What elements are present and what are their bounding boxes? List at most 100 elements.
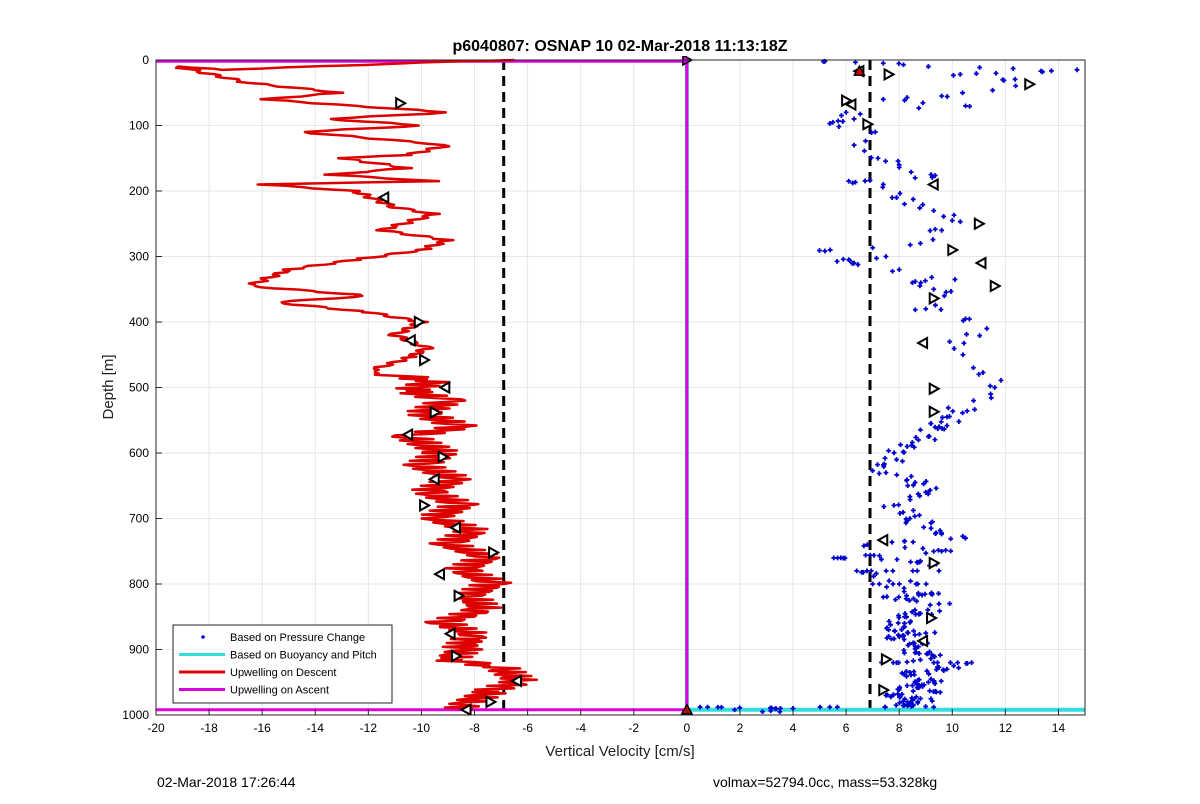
data-point-pressure [901, 637, 907, 642]
data-point-pressure [960, 410, 965, 416]
data-point-pressure [967, 103, 973, 109]
data-point-pressure [936, 591, 941, 596]
data-point-pressure [907, 598, 912, 603]
data-point-pressure [948, 548, 954, 554]
data-point-pressure [977, 333, 983, 339]
x-axis-label: Vertical Velocity [cm/s] [545, 743, 694, 760]
data-point-pressure [951, 212, 957, 218]
data-point-pressure [697, 704, 703, 710]
data-point-pressure [941, 214, 947, 219]
data-point-pressure [897, 694, 903, 700]
data-point-pressure [830, 119, 836, 125]
data-point-pressure [903, 668, 909, 674]
data-point-pressure [929, 274, 935, 280]
data-point-pressure [891, 692, 896, 698]
data-point-pressure [1049, 68, 1054, 74]
data-point-pressure [928, 525, 934, 531]
data-point-pressure [912, 175, 918, 181]
data-point-pressure [908, 703, 914, 709]
data-point-pressure [918, 280, 924, 286]
data-point-pressure [956, 665, 962, 671]
data-point-pressure [932, 424, 938, 430]
data-point-pressure [760, 709, 765, 715]
data-point-pressure [908, 578, 913, 584]
data-point-pressure [835, 118, 841, 124]
data-point-pressure [937, 528, 943, 534]
data-point-pressure [778, 705, 783, 711]
data-point-pressure [867, 177, 873, 183]
legend-entry-label: Based on Pressure Change [230, 632, 365, 644]
legend-swatch-dot [201, 635, 205, 639]
marker-pressure [928, 291, 941, 306]
data-point-pressure [827, 704, 833, 710]
data-point-pressure [822, 248, 828, 254]
plot-content [156, 56, 1085, 715]
data-point-pressure [900, 458, 905, 464]
data-point-pressure [908, 169, 914, 175]
marker-pressure [916, 336, 929, 350]
marker-pressure [928, 382, 941, 396]
data-point-pressure [883, 568, 889, 574]
data-point-pressure [705, 704, 711, 710]
data-point-pressure [915, 491, 921, 497]
data-point-pressure [862, 178, 868, 184]
data-point-pressure [915, 683, 921, 689]
data-point-pressure [910, 539, 916, 545]
data-point-pressure [938, 307, 944, 313]
marker-descent [413, 315, 426, 329]
data-point-pressure [931, 660, 937, 665]
data-point-pressure [902, 97, 908, 103]
marker-descent [437, 450, 450, 464]
data-point-pressure [924, 668, 930, 674]
data-point-pressure [894, 195, 899, 200]
data-point-pressure [913, 649, 919, 655]
data-point-pressure [834, 258, 840, 264]
data-point-pressure [916, 651, 922, 656]
data-point-pressure [912, 480, 918, 485]
data-point-pressure [889, 195, 895, 200]
data-point-pressure [963, 103, 968, 109]
marker-pressure [928, 556, 941, 570]
data-point-pressure [923, 306, 929, 312]
data-point-pressure [955, 660, 960, 665]
marker-pressure [878, 683, 891, 697]
data-point-pressure [877, 553, 882, 559]
data-point-pressure [931, 704, 937, 710]
data-point-pressure [928, 676, 934, 682]
data-point-pressure [913, 581, 919, 587]
data-point-pressure [905, 629, 910, 635]
data-point-pressure [916, 644, 921, 650]
data-point-pressure [926, 433, 932, 439]
data-point-pressure [902, 545, 908, 550]
data-point-pressure [1012, 76, 1018, 82]
data-point-pressure [840, 256, 846, 262]
data-point-pressure [929, 519, 935, 525]
marker-pressure [883, 67, 896, 82]
data-point-pressure [925, 679, 931, 685]
marker-descent [453, 589, 466, 603]
data-point-pressure [907, 497, 913, 502]
data-point-pressure [839, 113, 844, 118]
data-point-pressure [945, 405, 951, 411]
data-point-pressure [888, 622, 893, 628]
data-point-pressure [936, 601, 942, 607]
data-point-pressure [908, 559, 914, 565]
data-point-pressure [876, 471, 882, 476]
data-point-pressure [905, 642, 911, 648]
data-point-pressure [864, 568, 870, 574]
marker-descent [429, 405, 442, 420]
data-point-pressure [911, 672, 917, 678]
data-point-pressure [935, 426, 941, 432]
data-point-pressure [862, 148, 867, 154]
data-point-pressure [923, 550, 929, 556]
y-axis-label: Depth [m] [100, 354, 117, 419]
marker-descent [419, 353, 432, 367]
data-point-pressure [947, 601, 953, 607]
data-point-pressure [910, 658, 916, 664]
data-point-pressure [900, 703, 906, 709]
x-tick-label: 6 [843, 721, 850, 735]
data-point-pressure [1074, 67, 1080, 73]
marker-descent [395, 96, 408, 110]
data-point-pressure [943, 547, 949, 553]
data-point-pressure [992, 385, 998, 390]
